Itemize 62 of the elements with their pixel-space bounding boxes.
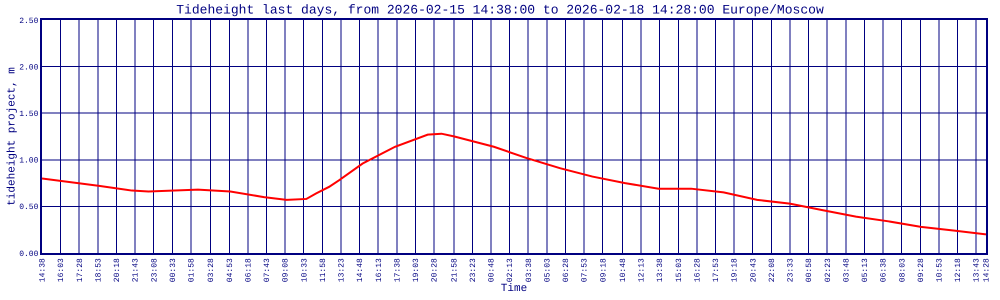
x-tick-label: 00:58 xyxy=(805,258,814,282)
x-tick-label: 02:23 xyxy=(824,258,833,282)
x-tick-label: 23:08 xyxy=(150,258,160,282)
x-tick-label: 17:38 xyxy=(393,258,402,282)
x-tick-label: 00:33 xyxy=(168,258,178,282)
x-axis-title: Time xyxy=(500,282,528,295)
x-tick-label: 00:48 xyxy=(488,258,497,282)
x-tick-label: 03:48 xyxy=(842,258,852,282)
x-tick-label: 16:28 xyxy=(693,258,702,282)
x-tick-label: 23:33 xyxy=(786,258,796,282)
line-series xyxy=(42,132,986,236)
x-tick-label: 07:43 xyxy=(263,258,272,282)
x-tick-label: 02:13 xyxy=(506,258,516,282)
chart-title: Tideheight last days, from 2026-02-15 14:38:00 to 2026-02-18 14:28:00 Europe/Moscow xyxy=(176,2,824,18)
x-tick-label: 05:13 xyxy=(861,258,870,282)
x-tick-label: 08:03 xyxy=(898,258,908,282)
x-tick-label: 17:28 xyxy=(76,258,85,282)
x-tick-label: 17:53 xyxy=(712,258,722,282)
y-tick-label: 0.00 xyxy=(19,250,39,259)
x-tick-label: 14:28 xyxy=(982,258,992,282)
x-tick-label: 21:43 xyxy=(132,258,141,282)
x-tick-label: 09:18 xyxy=(599,258,608,282)
y-tick-label: 2.50 xyxy=(19,16,39,26)
x-tick-label: 16:13 xyxy=(374,258,384,282)
x-tick-label: 23:23 xyxy=(468,258,478,282)
x-tick-label: 20:28 xyxy=(430,258,440,282)
x-tick-label: 13:23 xyxy=(338,258,347,282)
x-tick-label: 22:08 xyxy=(768,258,777,282)
x-tick-label: 19:03 xyxy=(412,258,422,282)
x-tick-label: 07:53 xyxy=(580,258,590,282)
y-tick-label: 0.50 xyxy=(19,203,39,212)
x-tick-label: 14:48 xyxy=(356,258,366,282)
x-tick-label: 11:58 xyxy=(318,258,328,282)
x-tick-label: 12:13 xyxy=(638,258,647,282)
x-tick-label: 01:58 xyxy=(188,258,197,282)
x-tick-label: 03:28 xyxy=(207,258,216,282)
x-tick-label: 12:18 xyxy=(954,258,964,282)
x-tick-label: 04:53 xyxy=(226,258,235,282)
y-axis-title: tideheight project, m xyxy=(6,66,18,206)
x-tick-label: 10:33 xyxy=(300,258,310,282)
x-tick-label: 06:38 xyxy=(880,258,889,282)
x-tick-label: 18:53 xyxy=(94,258,104,282)
x-tick-label: 19:18 xyxy=(730,258,740,282)
y-tick-label: 1.00 xyxy=(19,156,39,166)
x-tick-label: 10:53 xyxy=(936,258,945,282)
x-tick-label: 16:03 xyxy=(57,258,66,282)
x-tick-label: 15:03 xyxy=(674,258,684,282)
x-tick-label: 14:38 xyxy=(38,258,48,282)
x-tick-label: 03:38 xyxy=(524,258,534,282)
x-tick-label: 09:08 xyxy=(282,258,291,282)
x-tick-label: 10:48 xyxy=(619,258,628,282)
x-tick-label: 05:03 xyxy=(543,258,552,282)
y-tick-label: 2.00 xyxy=(19,63,39,72)
x-tick-label: 06:28 xyxy=(562,258,572,282)
x-tick-label: 09:28 xyxy=(916,258,926,282)
y-tick-label: 1.50 xyxy=(19,110,39,119)
x-tick-label: 06:18 xyxy=(244,258,254,282)
x-tick-label: 20:43 xyxy=(749,258,758,282)
x-tick-label: 20:18 xyxy=(113,258,122,282)
x-tick-label: 13:38 xyxy=(656,258,666,282)
x-tick-label: 21:58 xyxy=(450,258,460,282)
x-tick-label: 13:43 xyxy=(972,258,982,282)
